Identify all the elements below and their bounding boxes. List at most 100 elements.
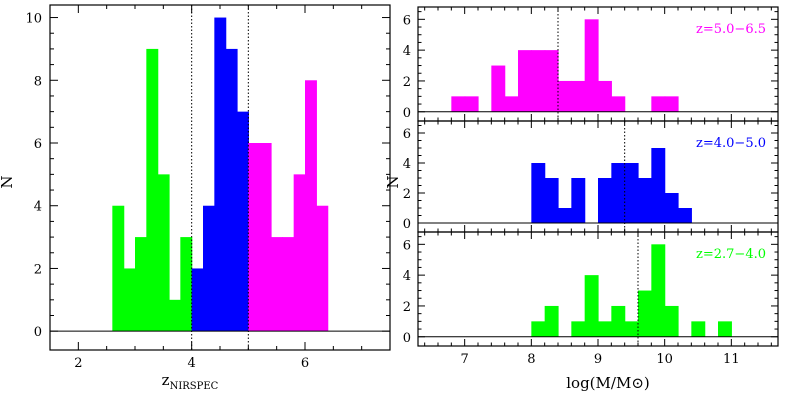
- y-tick-label: 10: [25, 12, 42, 27]
- mass-x-axis-title-suffix: ⊙): [631, 374, 649, 392]
- mass-bar: [518, 50, 532, 112]
- histogram-bar: [305, 80, 317, 332]
- mass-bar: [611, 305, 626, 337]
- mass-bar: [531, 163, 546, 223]
- y-tick-label: 0: [403, 217, 411, 232]
- mass-x-axis-title-main: log(M/M: [566, 374, 631, 392]
- histogram-bar: [123, 268, 136, 332]
- mass-bar: [651, 244, 666, 337]
- mass-bar: [691, 321, 706, 337]
- histogram-bar: [157, 174, 170, 332]
- y-tick-label: 4: [403, 44, 411, 59]
- panel-redshift-label: z=2.7−4.0: [696, 247, 766, 262]
- x-tick-label: 8: [527, 352, 535, 367]
- x-tick-label: 7: [461, 352, 469, 367]
- mass-bar: [664, 96, 679, 112]
- mass-bar: [558, 80, 572, 112]
- mass-bar: [544, 178, 559, 223]
- panel-redshift-label: z=4.0−5.0: [696, 136, 766, 151]
- mass-bar: [718, 321, 732, 337]
- histogram-bar: [225, 48, 238, 332]
- y-tick-label: 2: [403, 300, 411, 315]
- redshift-bars: [112, 17, 329, 332]
- x-tick-label: 2: [74, 356, 82, 371]
- mass-histogram-panels: 0 2 4 6 z=5.0−6.5 0 2 4 6 z=4.0−5.0 0 2 4 6 z=2.7−4.0 7…: [403, 6, 779, 367]
- x-tick-label: 9: [594, 352, 602, 367]
- y-tick-label: 6: [403, 127, 411, 142]
- y-tick-label: 0: [403, 106, 411, 121]
- histogram-bar: [316, 205, 329, 332]
- mass-bar: [598, 321, 612, 337]
- histogram-bar: [180, 237, 193, 332]
- mass-bar: [544, 305, 559, 337]
- mass-bar: [571, 80, 586, 112]
- mass-bar: [678, 208, 692, 223]
- y-tick-label: 0: [34, 325, 42, 340]
- x-tick-label: 10: [656, 352, 673, 367]
- y-tick-label: 6: [403, 238, 411, 253]
- mass-bar: [571, 178, 586, 223]
- histogram-bar: [135, 237, 147, 332]
- redshift-axes: 2 4 6 0 2 4 6 8 10: [25, 4, 391, 371]
- mass-bar: [598, 80, 612, 112]
- mass-bar: [638, 178, 652, 223]
- mass-bar: [451, 96, 466, 112]
- y-axis-title: N: [0, 175, 16, 188]
- histogram-bar: [169, 299, 181, 332]
- histogram-bar: [259, 143, 272, 332]
- mass-bar: [651, 148, 666, 223]
- mass-bar: [464, 96, 479, 112]
- x-tick-label: 4: [188, 356, 196, 371]
- mass-bar: [531, 50, 546, 112]
- x-tick-label: 6: [301, 356, 309, 371]
- histogram-bar: [191, 268, 204, 332]
- mass-bar: [598, 178, 612, 223]
- mass-bar: [651, 96, 666, 112]
- x-axis-title: zNIRSPEC: [162, 371, 219, 392]
- histogram-bar: [293, 174, 306, 332]
- y-tick-label: 0: [403, 331, 411, 346]
- mass-bar: [624, 321, 639, 337]
- mass-bar: [664, 305, 679, 337]
- mass-bar: [611, 96, 626, 112]
- histogram-bar: [237, 111, 249, 332]
- redshift-boundary-lines: [191, 5, 249, 350]
- x-axis-title-main: z: [162, 371, 170, 389]
- mass-panel-low-z: 0 2 4 6 z=2.7−4.0 7 8 9 10 11: [403, 231, 779, 367]
- y-tick-label: 4: [403, 157, 411, 172]
- mass-bar: [584, 19, 599, 112]
- mass-bar: [571, 321, 586, 337]
- mass-bar: [624, 163, 639, 223]
- mass-bar: [504, 96, 519, 112]
- y-tick-label: 6: [403, 13, 411, 28]
- mass-bar: [491, 65, 506, 112]
- mass-bar: [558, 208, 572, 223]
- mass-bar: [584, 275, 599, 337]
- histogram-bar: [271, 237, 283, 332]
- histogram-bar: [214, 17, 227, 332]
- mass-y-axis-title: N: [384, 175, 402, 188]
- mass-panel-mid-z: 0 2 4 6 z=4.0−5.0: [403, 120, 779, 233]
- panel-redshift-label: z=5.0−6.5: [696, 22, 766, 37]
- redshift-histogram-panel: 2 4 6 0 2 4 6 8 10 N zNIRSPEC: [0, 4, 391, 392]
- histogram-bar: [203, 205, 215, 332]
- y-tick-label: 8: [34, 74, 42, 89]
- x-tick-label: 11: [723, 352, 740, 367]
- mass-bar: [544, 50, 559, 112]
- histogram-bar: [248, 143, 261, 332]
- y-tick-label: 2: [403, 187, 411, 202]
- histogram-bar: [282, 237, 295, 332]
- histogram-bar: [112, 205, 125, 332]
- mass-x-axis-title: log(M/M⊙): [566, 374, 649, 392]
- y-tick-label: 4: [403, 269, 411, 284]
- mass-bar: [664, 193, 679, 223]
- y-tick-label: 6: [34, 137, 42, 152]
- mass-bar: [638, 290, 652, 337]
- y-tick-label: 2: [34, 262, 42, 277]
- x-axis-title-subscript: NIRSPEC: [170, 381, 219, 392]
- y-tick-label: 2: [403, 75, 411, 90]
- mass-panel-high-z: 0 2 4 6 z=5.0−6.5: [403, 6, 779, 122]
- histogram-bar: [146, 48, 159, 332]
- y-tick-label: 4: [34, 200, 42, 215]
